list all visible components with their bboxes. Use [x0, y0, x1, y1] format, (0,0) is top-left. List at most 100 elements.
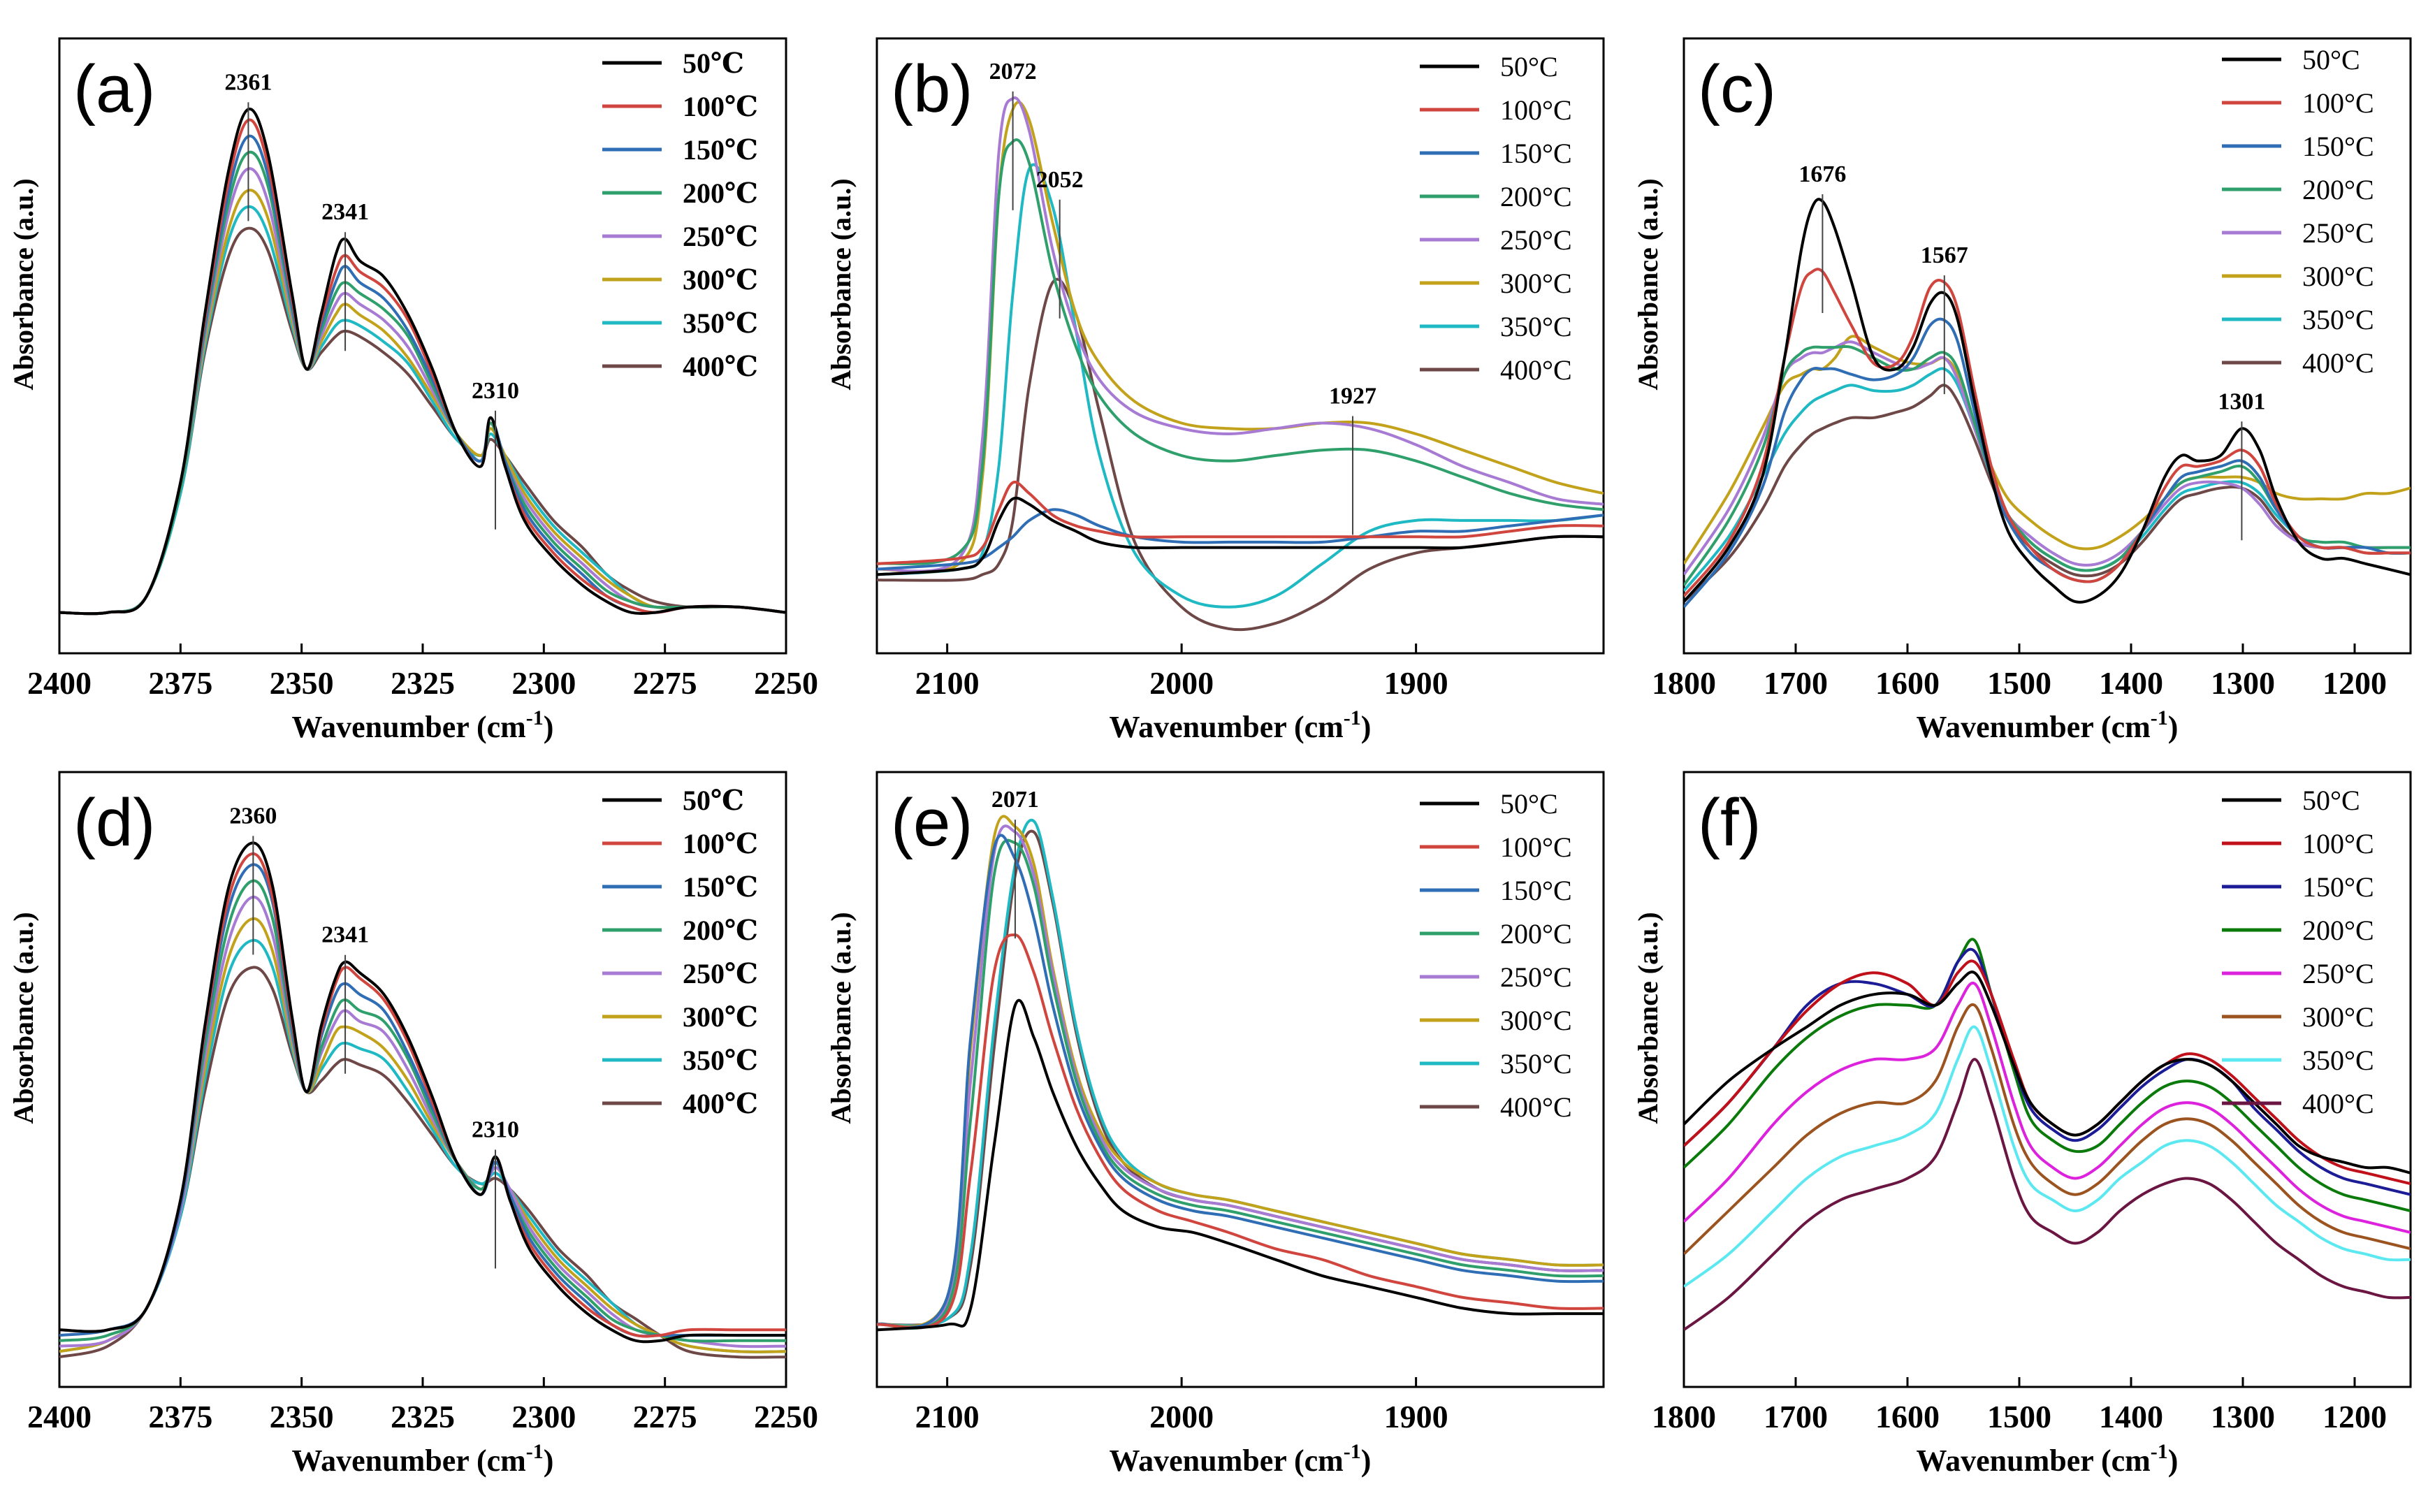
- series-line-300: [59, 917, 786, 1353]
- x-tick-label: 2375: [148, 665, 212, 701]
- y-axis-label: Absorbance (a.u.): [1632, 178, 1664, 390]
- series-line-100: [877, 933, 1604, 1330]
- series-line-350: [877, 163, 1604, 609]
- series-line-50: [1684, 198, 2411, 604]
- panel-label: (a): [73, 52, 155, 126]
- legend-label: 250℃: [683, 221, 758, 252]
- x-tick-label: 2300: [511, 1399, 576, 1434]
- x-tick-label: 1700: [1764, 665, 1828, 701]
- x-tick-label: 2275: [633, 665, 697, 701]
- x-tick-label: 1700: [1764, 1399, 1828, 1434]
- x-axis-label: Wavenumber (cm-1): [1110, 1440, 1372, 1478]
- x-tick-label: 2375: [148, 1399, 212, 1434]
- legend-label: 350°C: [2302, 304, 2374, 335]
- series-line-50: [877, 998, 1604, 1332]
- legend-label: 400°C: [2302, 1088, 2374, 1119]
- series-line-350: [1684, 1025, 2411, 1288]
- legend-label: 300℃: [683, 264, 758, 296]
- x-tick-label: 2325: [391, 665, 455, 701]
- legend-label: 150℃: [683, 134, 758, 166]
- x-tick-label: 2250: [754, 665, 818, 701]
- series-line-400: [59, 226, 786, 616]
- legend-label: 350℃: [683, 307, 758, 339]
- series-line-200: [59, 879, 786, 1343]
- peak-label: 2360: [229, 803, 277, 829]
- legend-label: 150°C: [2302, 131, 2374, 162]
- series-line-350: [59, 205, 786, 616]
- x-tick-label: 2350: [270, 1399, 334, 1434]
- legend-label: 350°C: [2302, 1045, 2374, 1076]
- x-tick-label: 2400: [27, 665, 92, 701]
- x-tick-label: 1800: [1652, 1399, 1716, 1434]
- series-group: [877, 96, 1604, 632]
- series-line-200: [877, 138, 1604, 566]
- legend-label: 100℃: [683, 828, 758, 859]
- legend-label: 100°C: [2302, 828, 2374, 859]
- series-line-100: [1684, 268, 2411, 597]
- series-group: [59, 841, 786, 1359]
- chart-panel-b: 2100 2000 1900 Wavenumber (cm-1) Absorbance …: [825, 37, 1605, 744]
- x-axis-label: Wavenumber (cm-1): [292, 706, 554, 744]
- series-line-400: [877, 277, 1604, 632]
- series-line-150: [1684, 947, 2411, 1196]
- x-tick-label: 2000: [1149, 665, 1214, 701]
- legend-label: 200°C: [1500, 181, 1572, 212]
- legend-label: 150°C: [2302, 871, 2374, 903]
- x-axis-label: Wavenumber (cm-1): [1917, 706, 2179, 744]
- y-axis-label: Absorbance (a.u.): [1632, 912, 1664, 1124]
- legend-label: 400℃: [683, 351, 758, 382]
- legend-label: 350°C: [1500, 311, 1572, 342]
- x-tick-label: 2325: [391, 1399, 455, 1434]
- x-tick-label: 2000: [1149, 1399, 1214, 1434]
- legend-label: 300°C: [2302, 261, 2374, 292]
- x-tick-label: 1500: [1987, 1399, 2051, 1434]
- legend-label: 300℃: [683, 1001, 758, 1033]
- x-tick-label: 1400: [2099, 1399, 2163, 1434]
- x-axis-label: Wavenumber (cm-1): [1917, 1440, 2179, 1478]
- series-line-300: [1684, 1003, 2411, 1256]
- x-tick-label: 2400: [27, 1399, 92, 1434]
- series-line-100: [1684, 959, 2411, 1186]
- series-line-250: [1684, 981, 2411, 1234]
- peak-label: 2341: [321, 199, 369, 225]
- x-tick-label: 1600: [1875, 1399, 1940, 1434]
- x-tick-label: 1200: [2323, 1399, 2387, 1434]
- legend-label: 50°C: [2302, 785, 2360, 816]
- legend-label: 50℃: [683, 785, 744, 816]
- x-tick-label: 1300: [2211, 1399, 2275, 1434]
- series-line-50: [877, 496, 1604, 576]
- legend-label: 250℃: [683, 958, 758, 989]
- panel-label: (c): [1698, 52, 1776, 126]
- legend-label: 200℃: [683, 177, 758, 209]
- series-line-200: [1684, 938, 2411, 1212]
- y-axis-label: Absorbance (a.u.): [825, 912, 857, 1124]
- legend-label: 250°C: [2302, 958, 2374, 989]
- x-tick-label: 1900: [1384, 665, 1448, 701]
- peak-label: 2310: [472, 378, 519, 404]
- chart-panel-a: 2400 2375 2350 2325 2300 2275 2250 Wavenumber (…: [8, 37, 818, 744]
- x-tick-label: 1800: [1652, 665, 1716, 701]
- legend-label: 250°C: [1500, 961, 1572, 993]
- x-axis-label: Wavenumber (cm-1): [1110, 706, 1372, 744]
- chart-panel-d: 2400 2375 2350 2325 2300 2275 2250 Wavenumber (…: [8, 771, 818, 1478]
- x-tick-label: 1400: [2099, 665, 2163, 701]
- x-tick-label: 2100: [915, 1399, 980, 1434]
- series-line-300: [59, 189, 786, 616]
- series-line-50: [59, 108, 786, 616]
- series-line-350: [59, 938, 786, 1353]
- series-group: [877, 815, 1604, 1332]
- x-tick-label: 2275: [633, 1399, 697, 1434]
- x-tick-label: 1300: [2211, 665, 2275, 701]
- legend-label: 350°C: [1500, 1048, 1572, 1080]
- peak-label: 2052: [1036, 167, 1084, 193]
- series-line-200: [877, 838, 1604, 1330]
- series-line-150: [877, 834, 1604, 1329]
- legend-label: 50℃: [683, 48, 744, 79]
- series-line-150: [877, 508, 1604, 571]
- x-tick-label: 2350: [270, 665, 334, 701]
- series-line-400: [1684, 1058, 2411, 1331]
- panel-label: (d): [73, 785, 155, 860]
- peak-label: 2071: [991, 787, 1039, 813]
- series-group: [1684, 938, 2411, 1331]
